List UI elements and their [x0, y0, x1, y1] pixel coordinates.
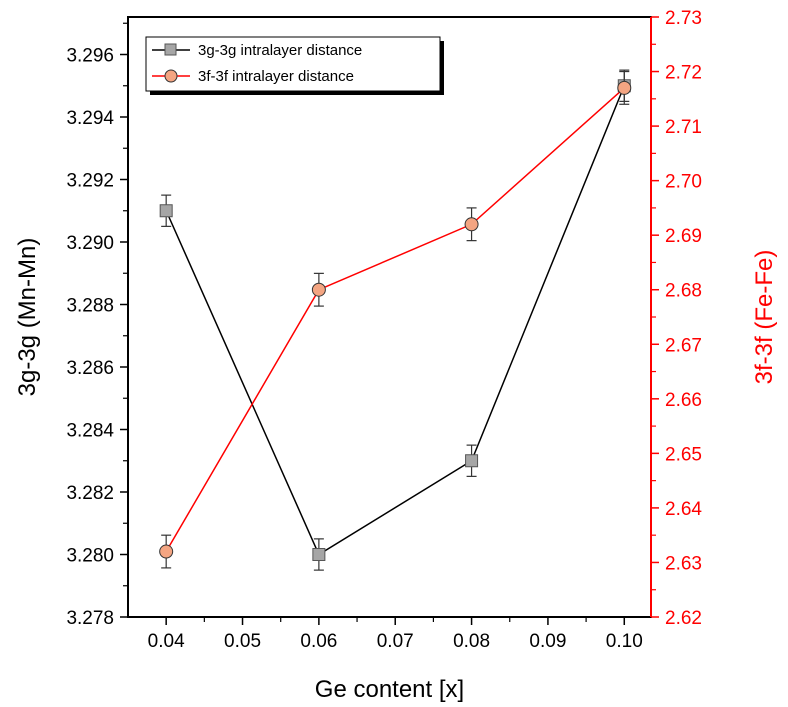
legend-label-3f: 3f-3f intralayer distance [198, 68, 354, 85]
y-right-tick-label: 2.72 [665, 63, 702, 84]
y-left-tick-label: 3.288 [66, 296, 114, 317]
y-axis-right: 2.62 2.63 2.64 2.65 2.66 2.67 2.68 2.69 2.70 2.71… [650, 8, 702, 629]
legend-marker-3g [164, 43, 177, 56]
y-right-tick-label: 2.62 [665, 608, 702, 629]
y-axis-left-title: 3g-3g (Mn-Mn) [14, 238, 41, 397]
y-left-tick-label: 3.294 [66, 108, 114, 129]
y-right-tick-label: 2.68 [665, 281, 702, 302]
data-point-circle [311, 282, 326, 297]
y-right-tick-label: 2.70 [665, 172, 702, 193]
data-point-square [159, 204, 173, 218]
series-line-1 [165, 87, 625, 552]
legend: 3g-3g intralayer distance 3f-3f intralay… [145, 36, 444, 95]
data-point-circle [464, 217, 479, 232]
legend-label-3g: 3g-3g intralayer distance [198, 42, 362, 59]
data-point-circle [159, 544, 174, 559]
y-right-tick-label: 2.69 [665, 226, 702, 247]
y-left-tick-label: 3.282 [66, 483, 114, 504]
y-axis-right-title: 3f-3f (Fe-Fe) [751, 250, 778, 385]
y-right-tick-label: 2.65 [665, 444, 702, 465]
y-right-tick-label: 2.66 [665, 390, 702, 411]
y-left-tick-label: 3.290 [66, 233, 114, 254]
x-tick-label: 0.09 [529, 631, 566, 652]
series-layer [159, 69, 632, 571]
y-left-tick-label: 3.284 [66, 421, 114, 442]
y-right-tick-label: 2.64 [665, 499, 702, 520]
y-left-tick-label: 3.292 [66, 171, 114, 192]
x-tick-label: 0.07 [377, 631, 414, 652]
x-axis: 0.04 0.05 0.06 0.07 0.08 0.09 0.10 [148, 617, 643, 652]
y-right-tick-label: 2.63 [665, 553, 702, 574]
x-axis-title: Ge content [x] [315, 676, 464, 703]
x-tick-label: 0.06 [300, 631, 337, 652]
legend-marker-3f [164, 69, 178, 83]
x-tick-label: 0.08 [453, 631, 490, 652]
data-point-square [312, 548, 326, 561]
y-left-tick-label: 3.278 [66, 608, 114, 629]
data-point-circle [617, 80, 632, 95]
plot-frame [127, 16, 652, 618]
y-left-tick-label: 3.280 [66, 546, 114, 567]
series-line-0 [165, 85, 625, 556]
data-point-square [465, 454, 479, 468]
y-axis-left: 3.278 3.280 3.282 3.284 3.286 3.288 3.290 3.292… [66, 22, 128, 629]
plot-area: 0.04 0.05 0.06 0.07 0.08 0.09 0.10 3.2783.2803… [66, 8, 702, 652]
x-tick-label: 0.05 [224, 631, 261, 652]
y-left-tick-label: 3.296 [66, 46, 114, 67]
x-tick-label: 0.04 [148, 631, 185, 652]
x-tick-label: 0.10 [606, 631, 643, 652]
y-right-tick-label: 2.73 [665, 8, 702, 29]
legend-box [145, 36, 441, 92]
y-right-tick-label: 2.71 [665, 117, 702, 138]
y-right-tick-label: 2.67 [665, 335, 702, 356]
y-left-tick-label: 3.286 [66, 358, 114, 379]
